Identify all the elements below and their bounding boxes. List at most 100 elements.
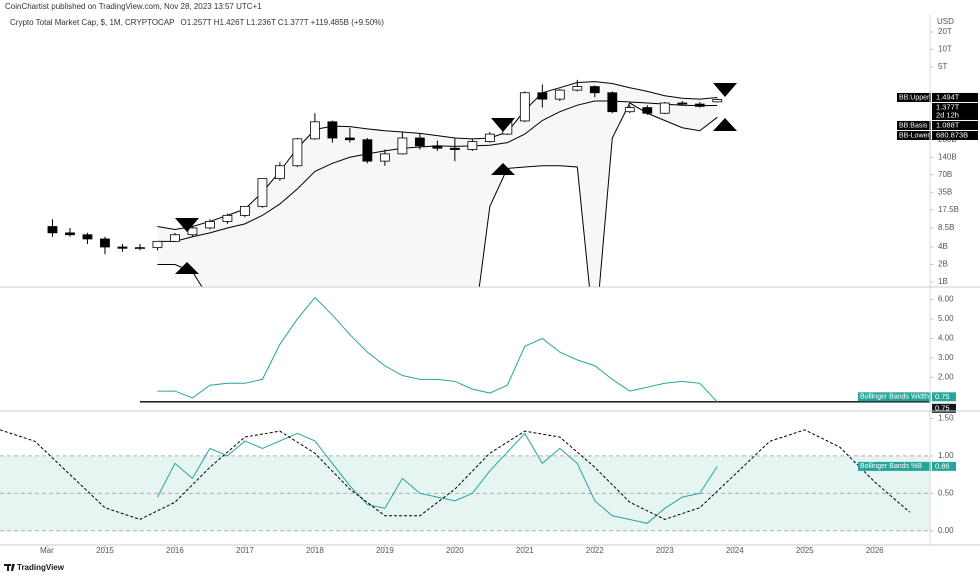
price-label: 680.873B xyxy=(936,130,968,139)
price-label-box xyxy=(932,102,978,120)
y-tick-label: 2B xyxy=(938,260,948,269)
price-label: 1.494T xyxy=(936,92,960,101)
price-label-box xyxy=(932,92,978,102)
series-name-box xyxy=(858,392,931,402)
candle-body xyxy=(397,137,408,155)
candle-body xyxy=(677,102,688,105)
candle-body xyxy=(257,178,268,207)
candle-body xyxy=(65,232,75,236)
x-tick-label: 2022 xyxy=(586,546,604,555)
candle-body xyxy=(117,246,128,249)
candle-body xyxy=(589,86,600,94)
candle-body xyxy=(292,138,303,167)
x-tick-label: 2019 xyxy=(376,546,394,555)
y-tick-label: 1.00 xyxy=(938,451,954,460)
candle-body xyxy=(432,145,443,149)
price-label-box xyxy=(932,120,978,130)
candle-body xyxy=(659,102,670,114)
candle-body xyxy=(642,107,653,114)
candle-body xyxy=(554,89,565,100)
x-tick-label: 2018 xyxy=(306,546,324,555)
price-label: 1.088T xyxy=(936,120,960,129)
hline-label-box xyxy=(932,403,956,413)
candle-body xyxy=(152,240,163,249)
y-tick-label: 4B xyxy=(938,242,948,251)
x-tick-label: 2026 xyxy=(866,546,884,555)
candle-body xyxy=(327,121,338,139)
y-tick-label: 1B xyxy=(938,277,948,286)
candle-body xyxy=(187,227,198,236)
y-tick-label: 3.00 xyxy=(938,353,954,362)
candle-body xyxy=(467,141,478,150)
candle-body xyxy=(572,86,583,91)
y-tick-label: 5T xyxy=(938,62,947,71)
candle-body xyxy=(712,99,723,103)
y-tick-label: 5.00 xyxy=(938,314,954,323)
series-name-box xyxy=(897,92,931,102)
candle-body xyxy=(135,247,145,250)
y-tick-label: 20T xyxy=(938,27,952,36)
down-arrow xyxy=(713,83,737,97)
down-arrow xyxy=(175,218,199,232)
candle-body xyxy=(414,137,425,147)
y-tick-label: 4.00 xyxy=(938,334,954,343)
y-tick-label: 10T xyxy=(938,45,952,54)
band-fill xyxy=(157,81,718,287)
x-tick-label: 2024 xyxy=(726,546,744,555)
price-label: 1.377T xyxy=(936,102,960,111)
y-tick-label: 35B xyxy=(938,187,952,196)
plot: 1B2B4B8.5B17.5B35B70B140B280B5T10T20T1.4… xyxy=(0,27,978,555)
y-tick-label: 8.5B xyxy=(938,223,954,232)
currency: USD xyxy=(937,17,954,26)
series-name-box xyxy=(897,130,931,140)
value-label-box xyxy=(932,461,956,471)
x-tick-label: 2021 xyxy=(516,546,534,555)
candle-body xyxy=(170,234,180,242)
y-tick-label: 0.00 xyxy=(938,526,954,535)
value-label-box xyxy=(932,392,956,402)
x-tick-label: 2015 xyxy=(96,546,114,555)
candle-body xyxy=(537,92,548,100)
candle-body xyxy=(47,226,58,234)
band-line xyxy=(157,102,718,287)
candle-body xyxy=(694,103,705,107)
x-tick-label: 2017 xyxy=(236,546,254,555)
attribution: CoinChartist published on TradingView.co… xyxy=(5,2,262,11)
y-axis: 0.00 0.50 1.00 1.50 xyxy=(930,414,954,535)
legend-entry: Bollinger Bands %B xyxy=(860,463,922,470)
legend-entry: BB-Lower xyxy=(899,132,930,139)
indicator-line xyxy=(157,432,718,524)
candle-body xyxy=(344,137,355,141)
signal-arrows xyxy=(175,83,737,274)
x-tick-label: 2020 xyxy=(446,546,464,555)
y-tick-label: 6.00 xyxy=(938,295,954,304)
value-label: 0.75 xyxy=(935,392,950,401)
y-tick-label: 140B xyxy=(938,152,957,161)
value-label: 0.86 xyxy=(935,461,950,470)
price-label-box xyxy=(932,130,978,140)
candle-body xyxy=(240,205,250,216)
candle-body xyxy=(519,92,530,122)
up-arrow xyxy=(713,118,737,131)
legend-entry: BB:Basis xyxy=(899,122,928,129)
countdown-label: 2d 12h xyxy=(936,110,959,119)
y-tick-label: 2.00 xyxy=(938,373,954,382)
ohlc-legend: O1.257T H1.426T L1.236T C1.377T +119.485… xyxy=(181,18,385,27)
y-tick-label: 0.50 xyxy=(938,488,954,497)
band-line xyxy=(157,81,718,231)
candle-body xyxy=(379,153,390,162)
series-name-box xyxy=(858,461,931,471)
candle-body xyxy=(275,165,285,180)
down-arrow xyxy=(491,118,515,132)
pane xyxy=(0,429,930,532)
series-name-box xyxy=(897,120,931,130)
y-tick-label: 1.50 xyxy=(938,414,954,423)
y-tick-label: 17.5B xyxy=(938,205,959,214)
x-tick-label: 2016 xyxy=(166,546,184,555)
footer: TradingView xyxy=(17,563,65,572)
pane xyxy=(47,79,723,287)
candle-body xyxy=(624,107,635,113)
x-tick-label: Mar xyxy=(40,546,54,555)
candle-body xyxy=(82,234,93,240)
